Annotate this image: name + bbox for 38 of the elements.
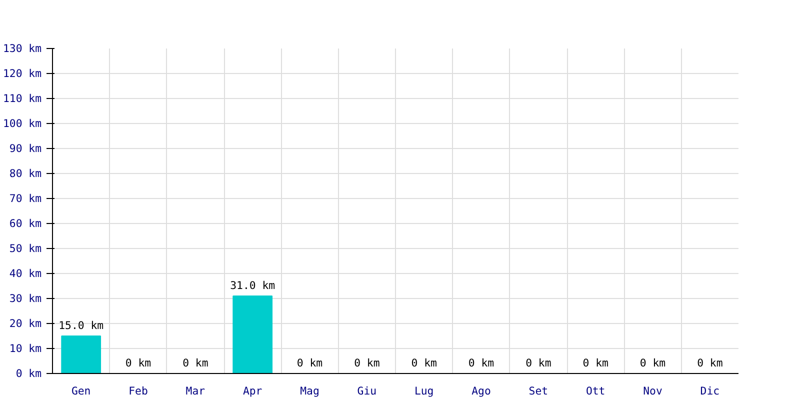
x-tick-label: Ago (472, 384, 491, 398)
data-label: 0 km (582, 356, 608, 370)
x-tick-label: Nov (643, 384, 662, 398)
x-tick-label: Feb (128, 384, 148, 398)
x-tick-label: Ott (586, 384, 606, 398)
x-tick-label: Mag (300, 384, 320, 398)
y-tick-label: 110 km (3, 92, 42, 105)
y-tick-label: 20 km (9, 317, 42, 330)
x-tick-label: Set (528, 384, 548, 398)
x-tick-label: Giu (357, 384, 377, 398)
x-tick-label: Mar (186, 384, 206, 398)
data-label: 0 km (697, 356, 723, 370)
data-label: 0 km (526, 356, 552, 370)
x-tick-label: Lug (414, 384, 434, 398)
y-tick-label: 10 km (9, 342, 42, 355)
y-tick-label: 0 km (16, 367, 42, 380)
y-tick-label: 70 km (9, 192, 42, 205)
data-label: 0 km (411, 356, 437, 370)
data-label: 31.0 km (230, 279, 276, 292)
y-tick-label: 90 km (9, 142, 42, 155)
y-tick-label: 130 km (3, 42, 42, 55)
y-tick-label: 80 km (9, 167, 42, 180)
x-tick-label: Apr (242, 384, 263, 398)
y-tick-label: 120 km (3, 67, 42, 80)
y-tick-label: 50 km (9, 242, 42, 255)
y-tick-label: 60 km (9, 217, 42, 230)
data-label: 0 km (354, 356, 380, 370)
x-tick-label: Dic (700, 384, 720, 398)
y-tick-label: 30 km (9, 292, 42, 305)
x-tick-label: Gen (71, 384, 91, 398)
data-label: 0 km (125, 356, 152, 370)
data-label: 0 km (640, 356, 666, 370)
y-tick-label: 40 km (9, 267, 42, 280)
data-label: 0 km (296, 356, 323, 370)
y-tick-label: 100 km (3, 117, 42, 130)
data-label: 0 km (182, 356, 208, 370)
data-label: 0 km (468, 356, 494, 370)
data-label: 15.0 km (58, 319, 104, 332)
